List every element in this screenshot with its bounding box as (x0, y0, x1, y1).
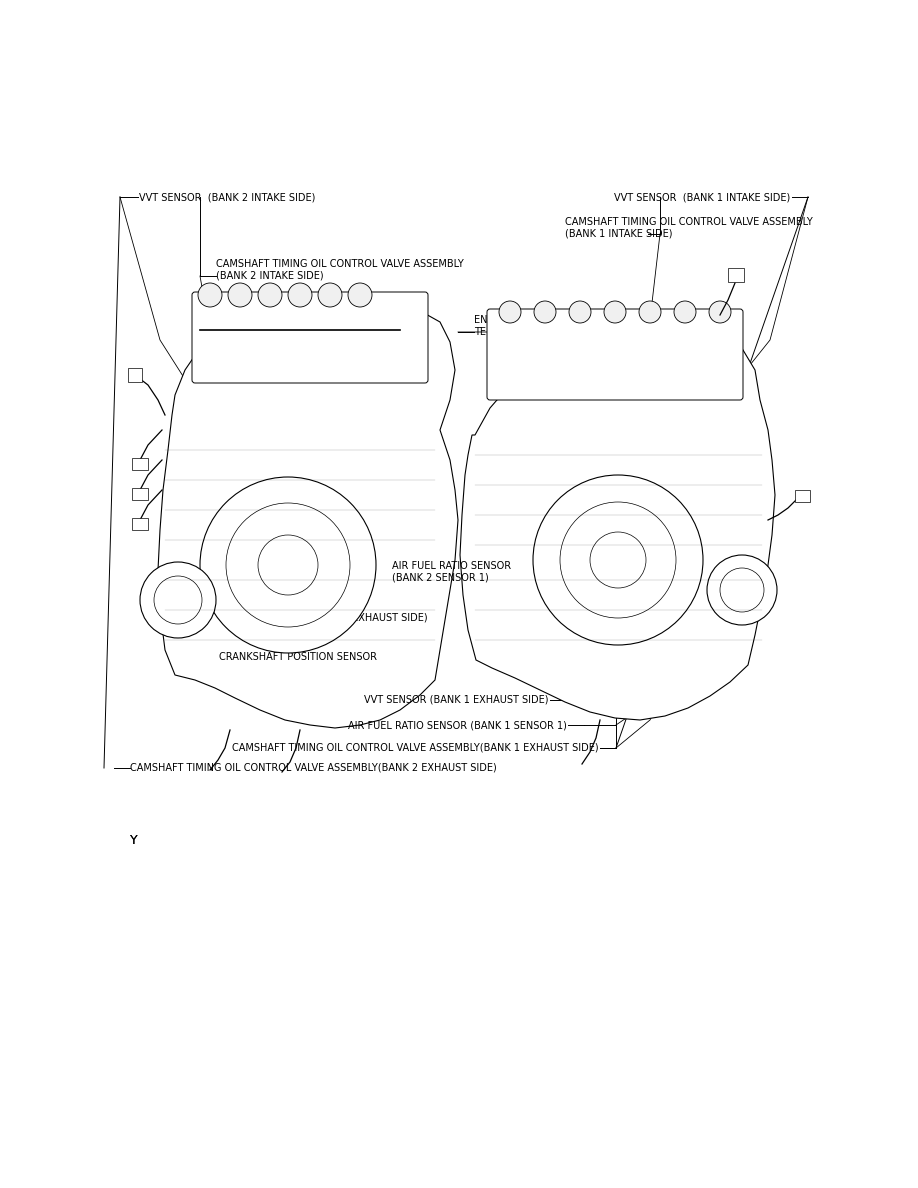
Text: ENGINE COOLANT: ENGINE COOLANT (474, 315, 562, 326)
Circle shape (639, 301, 661, 323)
Bar (728, 268, 744, 282)
Circle shape (560, 503, 676, 618)
Circle shape (569, 301, 591, 323)
Bar (795, 489, 810, 503)
Text: VVT SENSOR (BANK 2 EXHAUST SIDE): VVT SENSOR (BANK 2 EXHAUST SIDE) (243, 612, 428, 623)
Text: TEMPERATURE SENSOR: TEMPERATURE SENSOR (474, 327, 588, 336)
Circle shape (707, 555, 777, 625)
Text: CAMSHAFT TIMING OIL CONTROL VALVE ASSEMBLY: CAMSHAFT TIMING OIL CONTROL VALVE ASSEMB… (216, 259, 464, 270)
Circle shape (228, 283, 252, 307)
Text: CAMSHAFT TIMING OIL CONTROL VALVE ASSEMBLY: CAMSHAFT TIMING OIL CONTROL VALVE ASSEMB… (565, 217, 812, 227)
Circle shape (140, 562, 216, 638)
Text: IGNITION COIL WITH IGNITER: IGNITION COIL WITH IGNITER (285, 321, 427, 331)
Polygon shape (158, 298, 458, 728)
Bar (132, 488, 148, 500)
Circle shape (499, 301, 521, 323)
Text: CRANKSHAFT POSITION SENSOR: CRANKSHAFT POSITION SENSOR (219, 652, 377, 662)
Text: (BANK 2 SENSOR 1): (BANK 2 SENSOR 1) (392, 573, 488, 582)
Text: CAMSHAFT TIMING OIL CONTROL VALVE ASSEMBLY(BANK 2 EXHAUST SIDE): CAMSHAFT TIMING OIL CONTROL VALVE ASSEMB… (130, 763, 497, 773)
Circle shape (604, 301, 626, 323)
Text: VVT SENSOR  (BANK 1 INTAKE SIDE): VVT SENSOR (BANK 1 INTAKE SIDE) (614, 192, 790, 202)
Circle shape (534, 301, 556, 323)
Text: VVT SENSOR (BANK 1 EXHAUST SIDE): VVT SENSOR (BANK 1 EXHAUST SIDE) (364, 695, 549, 704)
Circle shape (348, 283, 372, 307)
Circle shape (674, 301, 696, 323)
Text: (BANK 1 INTAKE SIDE): (BANK 1 INTAKE SIDE) (565, 228, 673, 239)
Circle shape (288, 283, 312, 307)
Circle shape (154, 576, 202, 624)
FancyBboxPatch shape (192, 292, 428, 383)
Bar (132, 518, 148, 530)
Text: AIR FUEL RATIO SENSOR (BANK 1 SENSOR 1): AIR FUEL RATIO SENSOR (BANK 1 SENSOR 1) (348, 720, 567, 729)
Text: (BANK 2 INTAKE SIDE): (BANK 2 INTAKE SIDE) (216, 271, 324, 280)
Circle shape (318, 283, 342, 307)
Bar (128, 368, 142, 383)
Text: Y: Y (130, 834, 138, 847)
Circle shape (226, 503, 350, 627)
Bar (132, 459, 148, 470)
Text: VVT SENSOR  (BANK 2 INTAKE SIDE): VVT SENSOR (BANK 2 INTAKE SIDE) (139, 192, 316, 202)
Circle shape (258, 535, 318, 595)
Circle shape (533, 475, 703, 645)
Circle shape (198, 283, 222, 307)
Circle shape (258, 283, 282, 307)
Circle shape (200, 478, 376, 653)
Text: AIR FUEL RATIO SENSOR: AIR FUEL RATIO SENSOR (392, 562, 511, 571)
Text: CAMSHAFT TIMING OIL CONTROL VALVE ASSEMBLY(BANK 1 EXHAUST SIDE): CAMSHAFT TIMING OIL CONTROL VALVE ASSEMB… (232, 742, 599, 753)
Polygon shape (460, 316, 775, 720)
Circle shape (709, 301, 731, 323)
Circle shape (590, 532, 646, 588)
Text: FUEL INJECTOR: FUEL INJECTOR (305, 343, 379, 353)
FancyBboxPatch shape (487, 309, 743, 400)
Circle shape (720, 568, 764, 612)
Text: Y: Y (130, 834, 138, 847)
